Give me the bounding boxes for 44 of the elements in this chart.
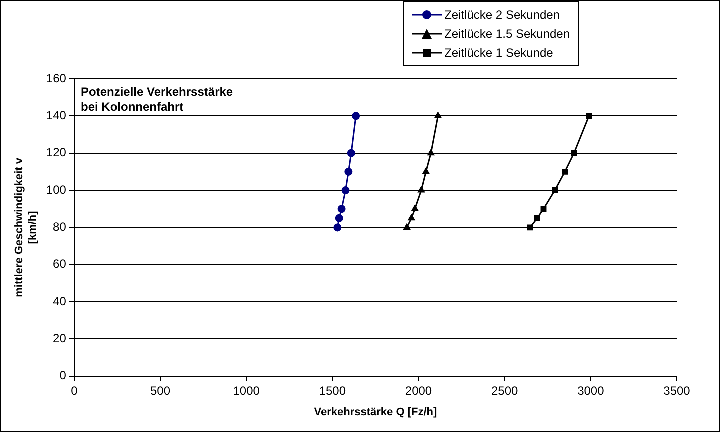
point <box>434 112 442 118</box>
point <box>562 168 568 175</box>
point <box>540 206 547 212</box>
y-tick-label: 100 <box>46 182 67 197</box>
x-axis-title: Verkehrsstärke Q [Fz/h] <box>314 406 438 418</box>
y-tick-label: 60 <box>53 257 67 272</box>
x-tick-label: 3000 <box>578 384 605 398</box>
point <box>408 214 416 221</box>
y-tick-label: 20 <box>53 332 67 346</box>
point <box>428 149 435 156</box>
legend-label: Zeitlücke 1.5 Sekunden <box>444 26 570 40</box>
y-tick-label: 120 <box>46 146 67 160</box>
y-tick-label: 160 <box>46 71 67 86</box>
x-tick-label: 2000 <box>405 384 432 398</box>
y-tick-label: 80 <box>53 220 67 234</box>
point <box>404 224 411 230</box>
point <box>344 168 353 176</box>
x-tick-label: 2500 <box>491 384 519 398</box>
point <box>418 186 426 193</box>
point <box>334 224 342 232</box>
x-tick-label: 3500 <box>664 384 691 398</box>
point <box>352 112 360 120</box>
point <box>422 168 430 174</box>
point <box>552 188 558 194</box>
text: Potenzielle Verkehrsstärke bei Kolonnenfahrt <box>81 85 234 115</box>
x-tick-label: 0 <box>71 384 78 398</box>
x-tick-label: 500 <box>150 384 171 398</box>
point <box>571 150 578 156</box>
point <box>335 214 344 222</box>
x-tick-label: 1000 <box>233 384 260 398</box>
y-axis-title: mittlere Geschwindigkeit v [km/h] <box>14 157 39 298</box>
point <box>527 224 534 231</box>
point <box>412 205 419 212</box>
point <box>347 149 356 158</box>
legend-label: Zeitlücke 2 Sekunden <box>444 8 560 22</box>
y-tick-label: 0 <box>60 368 67 383</box>
x-tick-label: 1500 <box>319 384 346 398</box>
y-tick-label: 140 <box>46 108 67 122</box>
legend-label: Zeitlücke 1 Sekunde <box>444 46 554 60</box>
y-tick-label: 40 <box>53 294 67 308</box>
point <box>338 205 346 214</box>
point <box>534 215 540 222</box>
point <box>342 186 350 195</box>
point <box>586 113 592 120</box>
